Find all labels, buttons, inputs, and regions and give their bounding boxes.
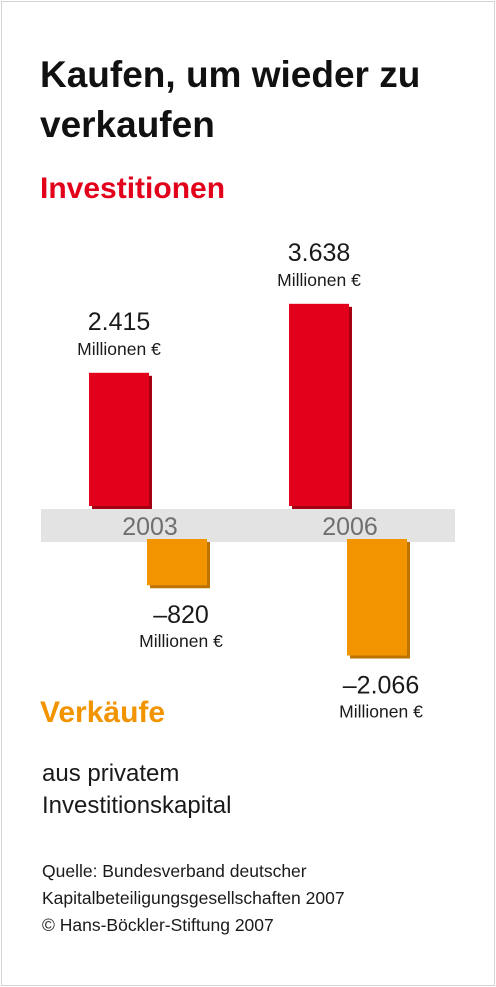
value-label-verkaeufe-2006: –2.066 — [343, 672, 419, 700]
year-label-2003: 2003 — [122, 513, 178, 541]
source-line-1: Quelle: Bundesverband deutscher — [42, 861, 307, 881]
chart-subtitle: aus privatem Investitionskapital — [42, 760, 232, 819]
value-label-investitionen-2003: 2.415 — [88, 308, 151, 336]
source-note: Quelle: Bundesverband deutscher Kapitalb… — [42, 858, 472, 939]
year-label-2006: 2006 — [322, 513, 378, 541]
legend-investitionen: Investitionen — [40, 172, 226, 205]
chart-title: Kaufen, um wieder zu verkaufen — [40, 54, 421, 145]
bar-verkaeufe-2003 — [147, 539, 207, 586]
unit-label-verkaeufe-2003: Millionen € — [139, 631, 223, 651]
value-label-verkaeufe-2003: –820 — [153, 601, 209, 629]
value-label-investitionen-2006: 3.638 — [288, 239, 351, 267]
bar-investitionen-2003 — [89, 372, 149, 506]
source-line-2: Kapitalbeteiligungsgesellschaften 2007 — [42, 888, 345, 908]
legend-verkaeufe: Verkäufe — [40, 696, 166, 729]
bar-verkaeufe-2006 — [347, 539, 407, 656]
unit-label-verkaeufe-2006: Millionen € — [339, 702, 423, 722]
unit-label-investitionen-2006: Millionen € — [277, 270, 361, 290]
unit-label-investitionen-2003: Millionen € — [77, 339, 161, 359]
zero-axis-band — [41, 509, 455, 542]
bar-investitionen-2006 — [289, 303, 349, 506]
copyright-line: © Hans-Böckler-Stiftung 2007 — [42, 915, 274, 935]
